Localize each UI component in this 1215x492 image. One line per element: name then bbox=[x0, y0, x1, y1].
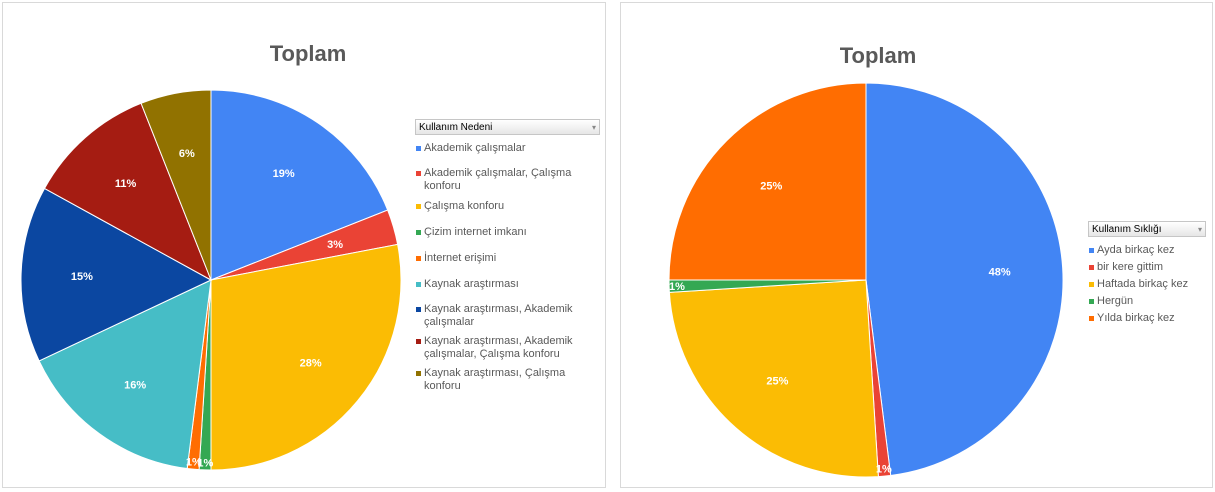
pie-chart-usage-frequency: 48% 1% 25% 1% 25% bbox=[668, 82, 1064, 478]
pie-data-label: 6% bbox=[179, 148, 195, 160]
pie-chart-usage-reason: 19% 3% 28% 1%1% 16% 15% 11% 6% bbox=[20, 89, 402, 471]
legend-label: Kaynak araştırması, Çalışma konforu bbox=[424, 367, 566, 392]
legend-item-ayda-birkac-kez[interactable]: Ayda birkaç kez bbox=[1088, 244, 1206, 257]
legend-label: Kaynak araştırması bbox=[424, 278, 519, 290]
pie-data-label: 1% bbox=[669, 281, 685, 293]
chart-title: Toplam bbox=[839, 43, 917, 68]
legend-swatch bbox=[416, 339, 421, 344]
legend-swatch bbox=[416, 146, 421, 151]
pie-labels: 19% 3% 28% 1%1% 16% 15% 11% 6% bbox=[71, 148, 343, 469]
legend-item-calisma-konforu[interactable]: Çalışma konforu bbox=[415, 200, 600, 213]
pie-data-label: 1% bbox=[197, 457, 213, 469]
pie-data-label: 16% bbox=[124, 380, 146, 392]
legend-item-hergun[interactable]: Hergün bbox=[1088, 295, 1206, 308]
legend-swatch bbox=[1089, 299, 1094, 304]
legend-label: Kaynak araştırması, Akademik çalışmalar bbox=[424, 303, 573, 328]
legend-item-internet-erisimi[interactable]: İnternet erişimi bbox=[415, 252, 600, 265]
legend-swatch bbox=[1089, 282, 1094, 287]
legend-filter-header[interactable]: Kullanım Nedeni ▾ bbox=[415, 119, 600, 135]
legend-item-kaynak-arastirmasi-calisma-konforu[interactable]: Kaynak araştırması, Çalışma konforu bbox=[415, 367, 600, 393]
legend-swatch bbox=[416, 204, 421, 209]
pie-data-label: 1% bbox=[876, 463, 892, 475]
dropdown-icon: ▾ bbox=[591, 123, 596, 132]
pie-slice-akademik-calismalar[interactable] bbox=[210, 89, 389, 281]
chart-title: Toplam bbox=[269, 41, 347, 66]
legend-item-kaynak-arastirmasi-akademik-calismalar[interactable]: Kaynak araştırması, Akademik çalışmalar bbox=[415, 303, 600, 329]
chart-panel-usage-frequency: Toplam 48% 1% 25% 1% 25% Kullanım Sıklığı ▾ … bbox=[620, 2, 1213, 488]
pie-data-label: 1% bbox=[186, 457, 202, 469]
legend-title: Kullanım Sıklığı bbox=[1092, 224, 1162, 235]
legend-label: Yılda birkaç kez bbox=[1097, 312, 1175, 324]
legend: Kullanım Nedeni ▾ Akademik çalışmalar Aka… bbox=[415, 119, 600, 393]
pie-slice-haftada-birkac-kez[interactable] bbox=[668, 279, 879, 478]
legend-label: Kaynak araştırması, Akademik çalışmalar,… bbox=[424, 335, 573, 360]
legend-title: Kullanım Nedeni bbox=[419, 122, 493, 133]
pie-data-label: 15% bbox=[71, 271, 93, 283]
legend-item-kaynak-arastirmasi[interactable]: Kaynak araştırması bbox=[415, 278, 600, 291]
legend-item-kaynak-arastirmasi-akademik-calismalar-calisma-konforu[interactable]: Kaynak araştırması, Akademik çalışmalar,… bbox=[415, 335, 600, 361]
legend-swatch bbox=[416, 371, 421, 376]
legend-swatch bbox=[416, 307, 421, 312]
legend-label: Haftada birkaç kez bbox=[1097, 278, 1189, 290]
pie-data-label: 25% bbox=[766, 376, 788, 388]
pie-slice-kaynak-arastirmasi[interactable] bbox=[38, 279, 212, 470]
chart-panel-usage-reason: Toplam 19% 3% 28% 1% 1% 16% 15% 11% 6% Kullanım … bbox=[2, 2, 606, 488]
legend-swatch bbox=[1089, 248, 1094, 253]
legend-swatch bbox=[416, 256, 421, 261]
legend: Kullanım Sıklığı ▾ Ayda birkaç kez bir ke… bbox=[1088, 221, 1206, 325]
legend-swatch bbox=[1089, 316, 1094, 321]
legend-label: Çizim internet imkanı bbox=[424, 226, 527, 238]
legend-swatch bbox=[1089, 265, 1094, 270]
legend-label: bir kere gittim bbox=[1097, 261, 1164, 273]
pie-data-label: 11% bbox=[115, 178, 137, 190]
pie-slices bbox=[668, 82, 1064, 478]
pie-slice-yilda-birkac-kez[interactable] bbox=[668, 82, 867, 281]
legend-label: Hergün bbox=[1097, 295, 1134, 307]
legend-filter-header[interactable]: Kullanım Sıklığı ▾ bbox=[1088, 221, 1206, 237]
pie-data-label: 28% bbox=[300, 357, 322, 369]
legend-item-bir-kere-gittim[interactable]: bir kere gittim bbox=[1088, 261, 1206, 274]
pie-data-label: 48% bbox=[989, 267, 1011, 279]
legend-label: Ayda birkaç kez bbox=[1097, 244, 1175, 256]
legend-item-yilda-birkac-kez[interactable]: Yılda birkaç kez bbox=[1088, 312, 1206, 325]
legend-label: Çalışma konforu bbox=[424, 200, 505, 212]
pie-slice-kaynak-arastirmasi-akademik-calismalar[interactable] bbox=[20, 187, 213, 362]
legend-swatch bbox=[416, 230, 421, 235]
legend-items: Akademik çalışmalar Akademik çalışmalar, … bbox=[415, 142, 600, 393]
legend-label: İnternet erişimi bbox=[424, 252, 497, 264]
pie-data-label: 19% bbox=[273, 168, 295, 180]
pie-labels: 48% 1% 25% 1% 25% bbox=[669, 180, 1011, 475]
pie-data-label: 25% bbox=[760, 180, 782, 192]
legend-item-akademik-calismalar[interactable]: Akademik çalışmalar bbox=[415, 142, 600, 155]
pie-data-label: 3% bbox=[327, 239, 343, 251]
legend-label: Akademik çalışmalar bbox=[424, 142, 526, 154]
pie-slice-ayda-birkac-kez[interactable] bbox=[865, 82, 1064, 477]
legend-swatch bbox=[416, 171, 421, 176]
dropdown-icon: ▾ bbox=[1197, 225, 1202, 234]
legend-item-haftada-birkac-kez[interactable]: Haftada birkaç kez bbox=[1088, 278, 1206, 291]
legend-label: Akademik çalışmalar, Çalışma konforu bbox=[424, 167, 572, 192]
legend-item-akademik-calismalar-calisma-konforu[interactable]: Akademik çalışmalar, Çalışma konforu bbox=[415, 167, 600, 193]
legend-item-cizim-internet-imkani[interactable]: Çizim internet imkanı bbox=[415, 226, 600, 239]
legend-items: Ayda birkaç kez bir kere gittim Haftada bi… bbox=[1088, 244, 1206, 325]
pie-slice-calisma-konforu[interactable] bbox=[210, 243, 402, 471]
pie-slices bbox=[20, 89, 402, 471]
pie-slice-kaynak-arastirmasi-akademik-calismalar-calisma-konforu[interactable] bbox=[43, 102, 212, 282]
pie-slice-kaynak-arastirmasi-calisma-konforu[interactable] bbox=[140, 89, 212, 281]
legend-swatch bbox=[416, 282, 421, 287]
